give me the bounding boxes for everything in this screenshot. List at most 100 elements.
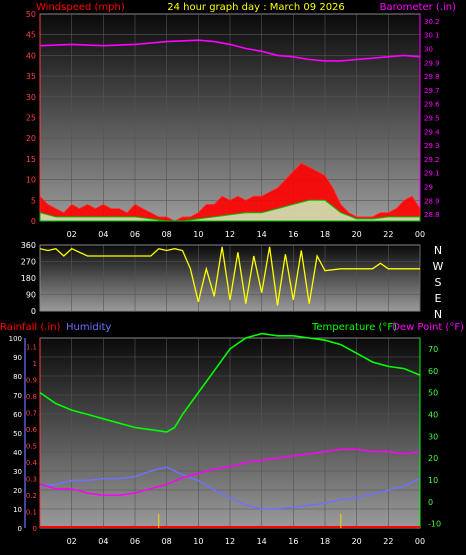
temperature-tick-label: 40	[428, 410, 438, 419]
direction-tick-label: 90	[26, 291, 36, 300]
rain-tick-label: 0.5	[26, 442, 37, 450]
humidity-tick-label: 100	[9, 335, 22, 343]
direction-tick-label: 270	[21, 258, 36, 267]
x-tick-label: 10	[193, 537, 203, 546]
temperature-tick-label: 50	[428, 389, 438, 398]
humidity-tick-label: 90	[13, 354, 22, 362]
wind-tick-label: 30	[26, 93, 36, 102]
x-tick-label: 20	[352, 537, 362, 546]
x-tick-label: 16	[288, 230, 298, 239]
compass-label: N	[434, 244, 442, 257]
x-tick-label: 14	[257, 230, 267, 239]
barometer-tick-label: 30.2	[424, 18, 440, 26]
barometer-tick-label: 29	[424, 184, 433, 192]
barometer-tick-label: 29.5	[424, 115, 440, 123]
barometer-tick-label: 29.9	[424, 59, 440, 67]
x-tick-label: 18	[320, 537, 330, 546]
humidity-tick-label: 80	[13, 373, 22, 381]
barometer-line	[39, 39, 421, 62]
barometer-tick-label: 29.8	[424, 73, 440, 81]
rain-tick-label: 0.9	[26, 376, 37, 384]
rain-tick-label: 0.3	[26, 475, 37, 483]
rain-tick-label: 0.4	[26, 459, 38, 467]
temperature-tick-label: -10	[428, 520, 441, 529]
temperature-tick-label: 20	[428, 454, 438, 463]
direction-tick-label: 360	[21, 241, 36, 250]
barometer-tick-label: 28.9	[424, 197, 440, 205]
x-tick-label: 08	[162, 230, 172, 239]
compass-label: N	[434, 308, 442, 321]
x-tick-label: 00	[415, 230, 425, 239]
dewpoint-line	[39, 448, 421, 496]
wind-tick-label: 40	[26, 51, 36, 60]
x-tick-label: 08	[162, 537, 172, 546]
rain-tick-label: 0.8	[26, 393, 37, 401]
wind-tick-label: 10	[26, 176, 36, 185]
x-tick-label: 14	[257, 537, 267, 546]
x-tick-label: 18	[320, 230, 330, 239]
rain-tick-label: 0	[33, 525, 37, 533]
humidity-tick-label: 70	[13, 392, 22, 400]
temperature-tick-label: 70	[428, 345, 438, 354]
wind-tick-label: 50	[26, 10, 36, 19]
rainfall-title: Rainfall (.in)	[0, 322, 61, 333]
direction-tick-label: 180	[21, 274, 36, 283]
x-tick-label: 16	[288, 537, 298, 546]
humidity-tick-label: 0	[18, 525, 22, 533]
wind-tick-label: 0	[31, 217, 36, 226]
wind-tick-label: 15	[26, 155, 36, 164]
direction-tick-label: 0	[31, 307, 36, 316]
x-tick-label: 12	[225, 230, 235, 239]
humidity-title: Humidity	[66, 322, 111, 333]
temperature-line	[39, 332, 421, 433]
temperature-tick-label: 60	[428, 367, 438, 376]
humidity-tick-label: 10	[13, 506, 22, 514]
wind-tick-label: 45	[26, 31, 36, 40]
rain-tick-label: 0.2	[26, 492, 37, 500]
barometer-tick-label: 29.3	[424, 142, 440, 150]
barometer-title: Barometer (.in)	[380, 2, 456, 13]
compass-label: E	[435, 292, 442, 305]
barometer-tick-label: 30.1	[424, 32, 440, 40]
x-tick-label: 02	[67, 537, 77, 546]
x-tick-label: 04	[98, 537, 108, 546]
humidity-tick-label: 20	[13, 487, 22, 495]
x-tick-label: 12	[225, 537, 235, 546]
x-tick-label: 02	[67, 230, 77, 239]
direction-line	[39, 246, 420, 306]
temperature-tick-label: 0	[428, 498, 433, 507]
barometer-tick-label: 29.6	[424, 101, 440, 109]
graph-title: 24 hour graph day : March 09 2026	[167, 2, 345, 13]
wind-tick-label: 5	[31, 196, 36, 205]
rain-tick-label: 0.7	[26, 409, 37, 417]
humidity-tick-label: 40	[13, 449, 22, 457]
temperature-tick-label: 10	[428, 476, 438, 485]
x-tick-label: 20	[352, 230, 362, 239]
x-tick-label: 10	[193, 230, 203, 239]
wind-tick-label: 35	[26, 72, 36, 81]
humidity-tick-label: 60	[13, 411, 22, 419]
x-tick-label: 06	[130, 537, 140, 546]
barometer-tick-label: 28.8	[424, 211, 440, 219]
barometer-tick-label: 29.7	[424, 87, 440, 95]
compass-label: S	[435, 276, 442, 289]
dewpoint-title: Dew Point (°F)	[392, 322, 464, 333]
rain-tick-label: 1.1	[26, 343, 37, 351]
humidity-tick-label: 30	[13, 468, 22, 476]
barometer-tick-label: 29.1	[424, 170, 440, 178]
x-tick-label: 22	[383, 230, 393, 239]
x-tick-label: 00	[415, 537, 425, 546]
rain-tick-label: 0.1	[26, 508, 37, 516]
humidity-tick-label: 50	[13, 430, 22, 438]
wind-title: Windspeed (mph)	[36, 2, 125, 13]
wind-tick-label: 20	[26, 134, 36, 143]
x-tick-label: 06	[130, 230, 140, 239]
barometer-tick-label: 29.4	[424, 128, 440, 136]
barometer-tick-label: 29.2	[424, 156, 440, 164]
x-tick-label: 22	[383, 537, 393, 546]
temperature-tick-label: 30	[428, 432, 438, 441]
humidity-line	[39, 466, 421, 510]
x-tick-label: 04	[98, 230, 108, 239]
temperature-title: Temperature (°F)	[311, 322, 397, 333]
